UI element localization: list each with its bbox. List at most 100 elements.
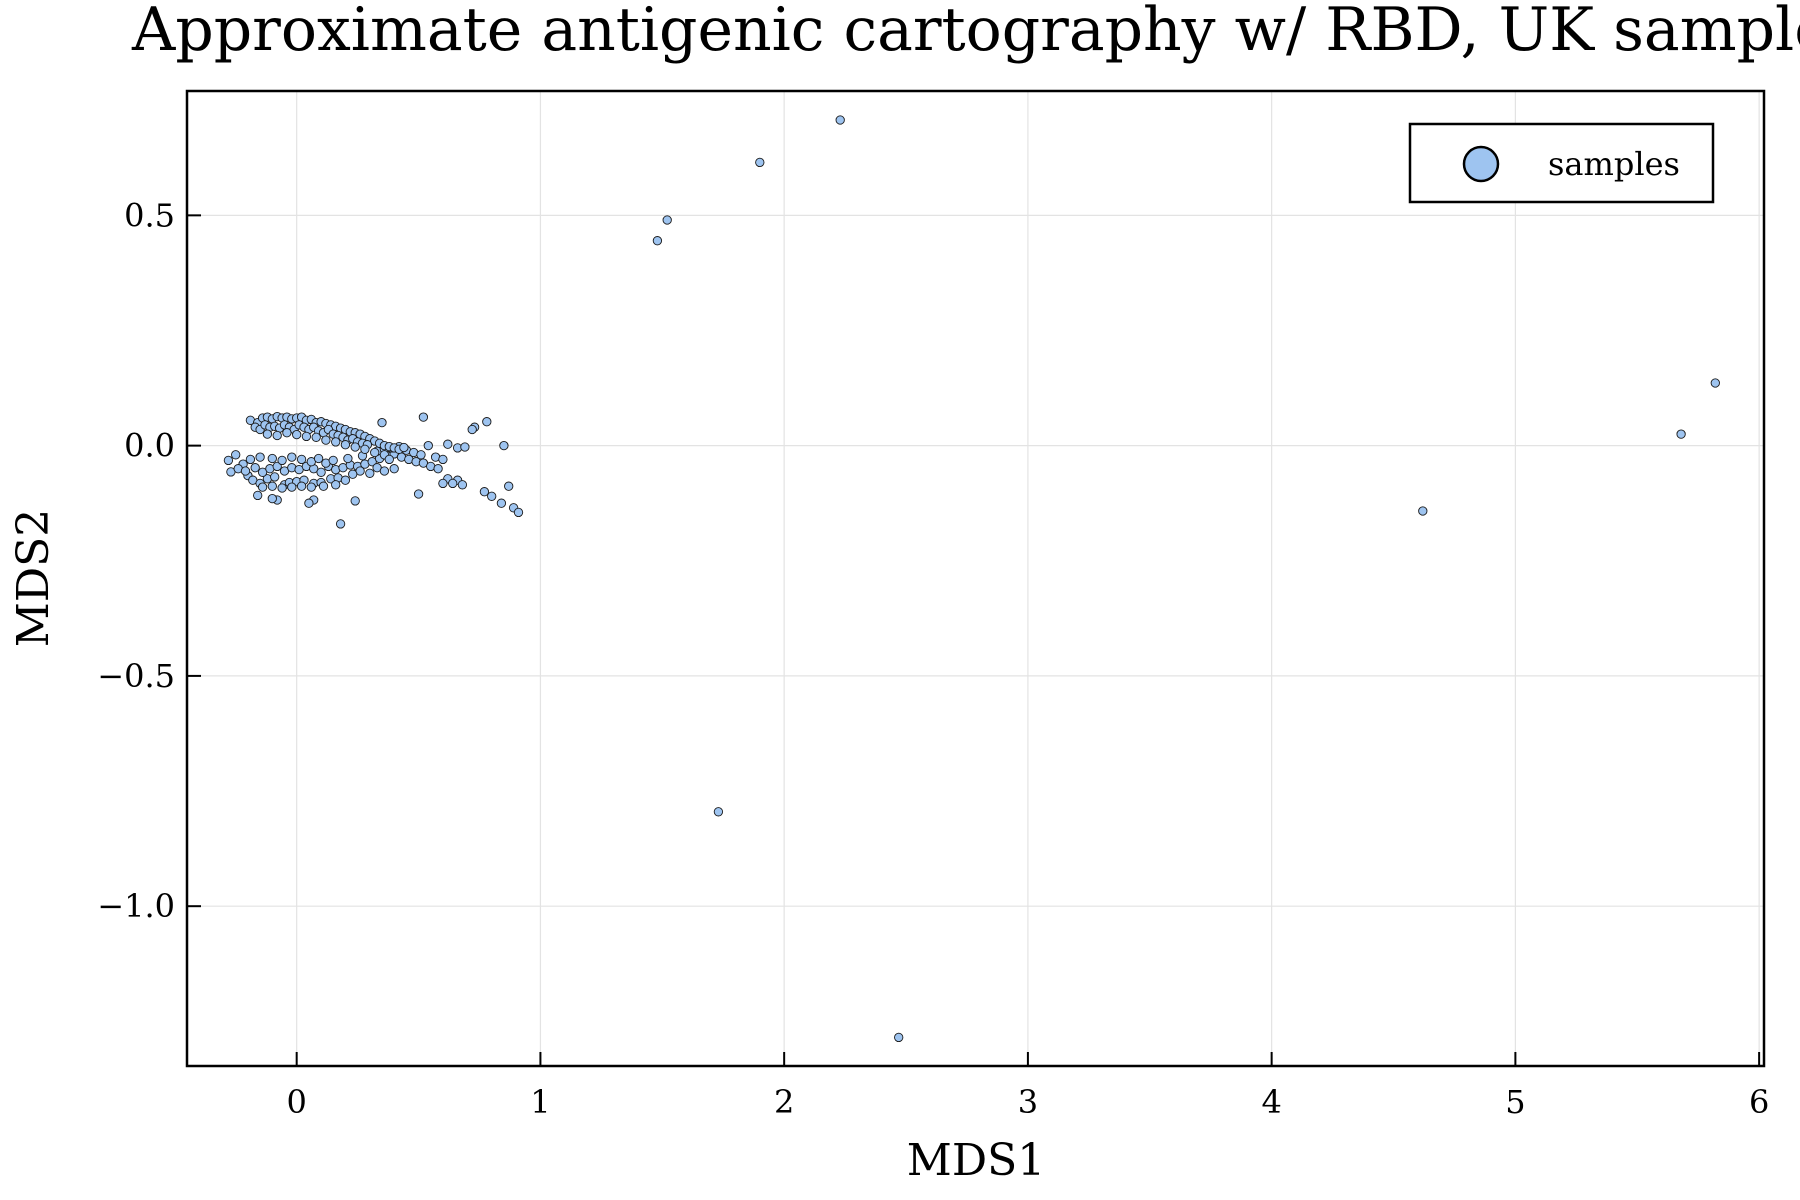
- data-point: [296, 454, 307, 465]
- x-tick-label: 2: [774, 1083, 794, 1121]
- data-point: [277, 483, 287, 493]
- data-point: [304, 498, 314, 508]
- data-point: [331, 437, 341, 447]
- data-point: [287, 452, 297, 462]
- data-point: [835, 115, 845, 125]
- grid-lines: [187, 91, 1764, 1066]
- data-point: [301, 431, 312, 442]
- data-point: [262, 429, 273, 439]
- data-point: [1676, 429, 1686, 439]
- data-point: [894, 1032, 904, 1043]
- data-point: [296, 481, 307, 491]
- data-point: [343, 453, 353, 464]
- data-point: [416, 450, 426, 460]
- data-point: [223, 455, 234, 466]
- data-point: [272, 430, 282, 441]
- data-point: [255, 452, 265, 462]
- data-point: [438, 454, 448, 465]
- legend-box: [1408, 122, 1715, 204]
- data-point: [379, 466, 390, 476]
- data-point: [496, 498, 507, 508]
- data-point: [384, 454, 394, 465]
- data-point: [487, 491, 497, 501]
- data-point: [513, 507, 524, 518]
- data-point: [240, 466, 251, 476]
- plot-area: 0 1 2 3 4 5 6 0.5 0.0 −0.5 −1.0: [97, 89, 1769, 1121]
- data-point: [360, 444, 370, 454]
- data-point: [467, 424, 477, 435]
- data-point: [1710, 378, 1720, 388]
- x-tick-label: 3: [1018, 1083, 1038, 1121]
- data-point: [443, 439, 453, 449]
- data-point: [267, 493, 277, 504]
- data-point: [662, 215, 672, 225]
- axis-ticks: 0 1 2 3 4 5 6 0.5 0.0 −0.5 −1.0: [97, 196, 1769, 1121]
- data-point: [448, 478, 458, 489]
- data-point: [348, 469, 358, 479]
- legend-label-samples: samples: [1548, 145, 1680, 183]
- data-point: [340, 475, 351, 485]
- chart-title: Approximate antigenic cartography w/ RBD…: [131, 0, 1800, 65]
- data-point: [257, 482, 268, 492]
- x-tick-label: 4: [1261, 1083, 1281, 1121]
- data-point: [270, 472, 280, 482]
- data-point: [365, 468, 375, 478]
- data-point: [399, 442, 409, 453]
- data-point: [231, 450, 241, 460]
- y-tick-label: −1.0: [97, 887, 175, 925]
- x-tick-label: 1: [530, 1083, 550, 1121]
- data-point: [652, 236, 663, 246]
- data-point: [713, 807, 724, 817]
- data-point: [433, 464, 443, 474]
- y-tick-label: 0.5: [124, 196, 175, 234]
- data-point: [482, 417, 492, 427]
- data-point: [250, 463, 260, 473]
- data-point: [267, 453, 277, 464]
- x-axis-label: MDS1: [907, 1135, 1045, 1186]
- data-point: [257, 467, 268, 477]
- data-point: [350, 442, 360, 452]
- data-point: [335, 519, 346, 529]
- data-point: [313, 453, 324, 464]
- data-point: [311, 432, 321, 442]
- data-point: [267, 481, 277, 491]
- data-point: [272, 461, 282, 472]
- data-point: [328, 455, 338, 466]
- data-point: [282, 428, 292, 438]
- data-point: [457, 480, 468, 490]
- data-point: [316, 467, 326, 477]
- x-tick-label: 5: [1505, 1083, 1525, 1121]
- legend: samples: [1408, 122, 1715, 204]
- data-point: [377, 417, 387, 428]
- data-point: [1418, 506, 1428, 516]
- data-point: [423, 440, 433, 451]
- data-point: [755, 157, 765, 168]
- data-point: [253, 490, 263, 501]
- data-point: [245, 454, 256, 465]
- data-point: [504, 481, 514, 491]
- data-point: [460, 442, 470, 452]
- y-tick-label: −0.5: [97, 657, 175, 695]
- plot-frame: [185, 89, 1766, 1068]
- data-point: [331, 480, 341, 490]
- data-point: [321, 435, 331, 445]
- legend-marker-samples: [1462, 145, 1500, 183]
- data-point: [418, 412, 429, 422]
- data-point: [340, 440, 351, 450]
- data-point: [479, 487, 490, 497]
- x-tick-label: 6: [1749, 1083, 1769, 1121]
- data-point: [438, 478, 448, 489]
- data-point: [413, 489, 424, 499]
- data-points: [223, 115, 1720, 1043]
- data-point: [499, 440, 509, 451]
- x-tick-label: 0: [287, 1083, 307, 1121]
- data-point: [292, 429, 302, 440]
- data-point: [306, 482, 316, 492]
- data-point: [350, 496, 360, 506]
- data-point: [389, 464, 399, 474]
- data-point: [287, 482, 297, 492]
- data-point: [370, 447, 380, 458]
- y-axis-label: MDS2: [8, 509, 59, 647]
- y-tick-label: 0.0: [124, 427, 175, 465]
